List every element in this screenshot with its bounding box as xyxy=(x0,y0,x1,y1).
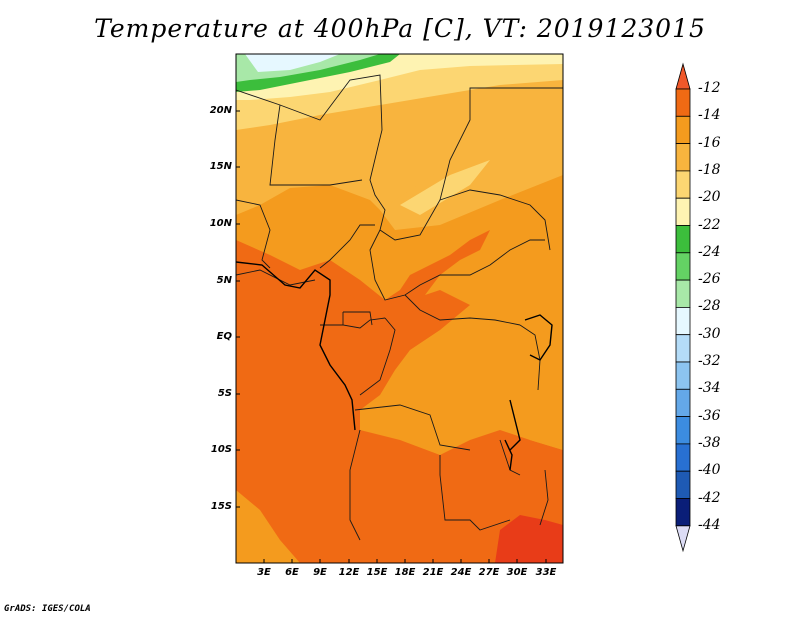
colorbar-label: -14 xyxy=(698,107,721,124)
map-frame xyxy=(235,53,564,564)
lat-ticks xyxy=(236,110,240,508)
colorbar-swatch xyxy=(675,143,691,172)
field-m16-east xyxy=(505,325,563,450)
colorbar-swatch xyxy=(675,197,691,226)
colorbar-swatch xyxy=(675,443,691,472)
colorbar-swatch xyxy=(675,252,691,281)
colorbar-top-arrow xyxy=(675,62,691,90)
colorbar-swatch xyxy=(675,416,691,445)
colorbar-swatch xyxy=(675,470,691,499)
footer-credit: GrADS: IGES/COLA xyxy=(4,604,91,614)
field-m12-southeast xyxy=(495,515,563,563)
lon-label-6e: 6E xyxy=(285,567,299,578)
lat-label-10n: 10N xyxy=(209,218,232,229)
colorbar-bottom-arrow xyxy=(675,525,691,553)
lon-label-18e: 18E xyxy=(394,567,416,578)
lon-label-9e: 9E xyxy=(313,567,327,578)
colorbar-label: -42 xyxy=(698,489,721,506)
colorbar-label: -24 xyxy=(698,243,721,260)
lat-label-10s: 10S xyxy=(210,444,232,455)
coastline xyxy=(236,261,553,471)
colorbar-label: -32 xyxy=(698,353,721,369)
colorbar-label: -22 xyxy=(698,216,721,233)
colorbar-label: -28 xyxy=(698,298,721,315)
field-m14-south xyxy=(236,268,563,563)
lon-label-3e: 3E xyxy=(257,567,271,578)
colorbar-label: -40 xyxy=(698,462,721,479)
lon-label-24e: 24E xyxy=(450,567,472,578)
colorbar-label: -36 xyxy=(698,407,721,424)
lon-label-21e: 21E xyxy=(422,567,444,578)
colorbar-swatch xyxy=(675,498,691,527)
field-m16-gap xyxy=(236,490,300,563)
field-m28-band xyxy=(245,54,340,72)
lat-label-20n: 20N xyxy=(209,105,232,116)
colorbar xyxy=(675,62,691,553)
lon-label-15e: 15E xyxy=(366,567,388,578)
lon-label-33e: 33E xyxy=(535,567,557,578)
colorbar-swatch xyxy=(675,279,691,308)
colorbar-label: -18 xyxy=(698,161,721,178)
colorbar-label: -34 xyxy=(698,380,721,397)
lon-label-30e: 30E xyxy=(506,567,528,578)
colorbar-swatch xyxy=(675,306,691,336)
colorbar-label: -30 xyxy=(698,325,721,342)
lat-label-5n: 5N xyxy=(216,275,232,286)
colorbar-swatch xyxy=(675,170,691,199)
chart-title: Temperature at 400hPa [C], VT: 201912301… xyxy=(94,14,706,43)
lon-label-12e: 12E xyxy=(338,567,360,578)
colorbar-label: -16 xyxy=(698,134,721,151)
lon-label-27e: 27E xyxy=(478,567,500,578)
lat-label-15n: 15N xyxy=(209,161,232,172)
colorbar-swatch xyxy=(675,115,691,145)
field-m14-west xyxy=(236,230,490,325)
lat-label-15s: 15S xyxy=(210,501,232,512)
colorbar-swatch xyxy=(675,334,691,363)
lon-ticks xyxy=(263,559,547,563)
colorbar-swatch xyxy=(675,361,691,390)
colorbar-label: -26 xyxy=(698,271,721,288)
colorbar-label: -38 xyxy=(698,434,721,451)
colorbar-swatch xyxy=(675,225,691,254)
colorbar-swatch xyxy=(675,388,691,417)
colorbar-label: -12 xyxy=(698,80,721,96)
boundaries xyxy=(236,74,563,541)
colorbar-swatch xyxy=(675,88,691,117)
lat-label-eq: EQ xyxy=(216,331,232,342)
colorbar-label: -44 xyxy=(698,516,721,533)
field-m20-streak xyxy=(400,160,490,215)
colorbar-label: -20 xyxy=(698,189,721,206)
lat-label-5s: 5S xyxy=(217,388,232,399)
